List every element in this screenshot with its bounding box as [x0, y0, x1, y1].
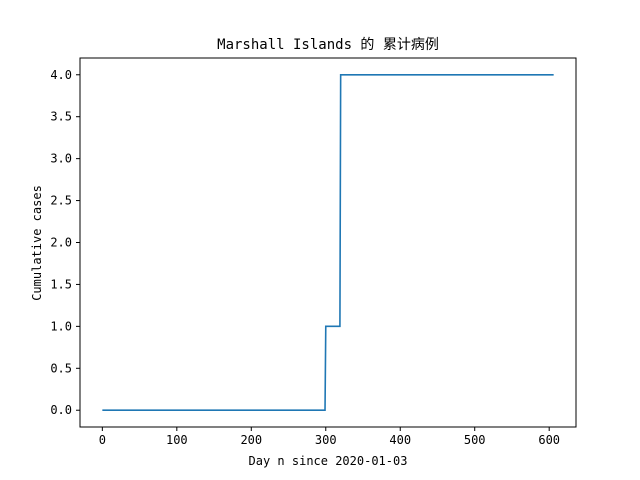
x-tick-label: 0	[99, 433, 106, 447]
y-tick-label: 1.0	[50, 319, 72, 333]
x-tick-label: 600	[538, 433, 560, 447]
x-tick-label: 200	[240, 433, 262, 447]
chart-title: Marshall Islands 的 累计病例	[217, 37, 439, 53]
x-tick-label: 400	[389, 433, 411, 447]
y-tick-label: 2.5	[50, 194, 72, 208]
x-tick-label: 300	[315, 433, 337, 447]
y-tick-label: 0.0	[50, 403, 72, 417]
x-axis-label: Day n since 2020-01-03	[249, 454, 408, 468]
x-tick-label: 500	[464, 433, 486, 447]
plot-area: 0 100 200 300 400 500 600 0.0 0.5 1.0 1.5 2.0 2.5 3.0…	[50, 57, 577, 447]
y-tick-label: 2.0	[50, 236, 72, 250]
y-tick-label: 3.5	[50, 110, 72, 124]
y-tick-label: 4.0	[50, 68, 72, 82]
y-tick-label: 1.5	[50, 277, 72, 291]
y-axis-label: Cumulative cases	[30, 185, 44, 301]
y-tick-label: 3.0	[50, 152, 72, 166]
x-tick-label: 100	[166, 433, 188, 447]
series-line-0	[102, 73, 554, 412]
y-tick-label: 0.5	[50, 361, 72, 375]
